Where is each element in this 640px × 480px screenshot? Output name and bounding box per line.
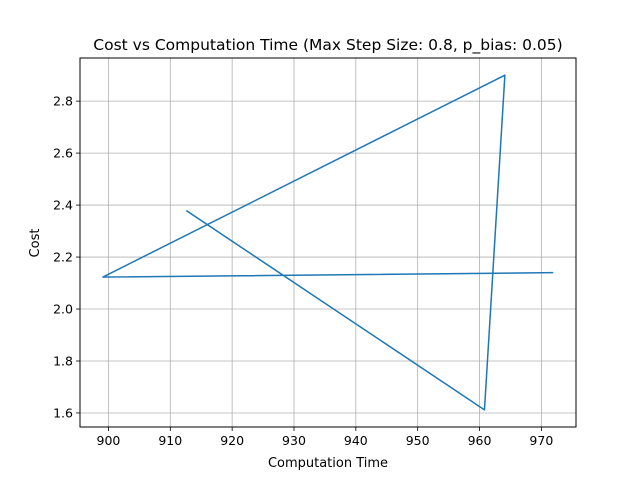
- x-tick-label: 930: [282, 433, 306, 448]
- x-tick-label: 960: [468, 433, 492, 448]
- x-tick-label: 900: [97, 433, 121, 448]
- y-tick-label: 2.6: [53, 146, 73, 161]
- chart-title: Cost vs Computation Time (Max Step Size:…: [93, 36, 562, 55]
- y-tick-label: 2.0: [53, 302, 73, 317]
- x-tick-label: 940: [344, 433, 368, 448]
- x-axis-label: Computation Time: [268, 456, 388, 471]
- x-tick-label: 950: [406, 433, 430, 448]
- y-axis-ticks: 1.6 1.8 2.0 2.2 2.4 2.6 2.8: [53, 94, 80, 420]
- y-tick-label: 2.8: [53, 94, 73, 109]
- series-layer: [102, 74, 554, 411]
- y-tick-label: 1.6: [53, 405, 73, 420]
- x-axis-ticks: 900 910 920 930 940 950 960 970: [97, 427, 553, 448]
- y-tick-label: 1.8: [53, 353, 73, 368]
- x-tick-label: 910: [158, 433, 182, 448]
- plot-frame: [79, 57, 577, 428]
- x-tick-label: 920: [220, 433, 244, 448]
- y-axis-label: Cost: [28, 229, 43, 258]
- y-tick-label: 2.2: [53, 250, 73, 265]
- x-tick-label: 970: [529, 433, 553, 448]
- series-line: [102, 74, 554, 411]
- y-tick-label: 2.4: [53, 198, 73, 213]
